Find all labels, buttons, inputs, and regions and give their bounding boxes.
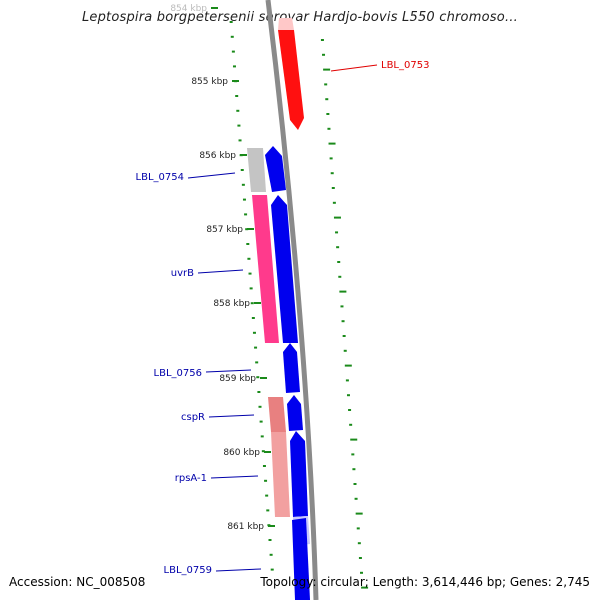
gene-uvrb[interactable] — [252, 195, 279, 343]
gene-forward-1[interactable] — [265, 146, 286, 192]
gene-lbl-0754[interactable] — [247, 148, 266, 192]
tick-label: 858 kbp — [213, 299, 250, 309]
gene-rpsa-1[interactable] — [271, 432, 290, 517]
gene-cspr[interactable] — [268, 397, 286, 432]
gene-lbl-0756[interactable] — [283, 343, 300, 393]
chromosome-backbone — [265, 0, 319, 600]
gene-label[interactable]: LBL_0753 — [381, 60, 429, 71]
gene-label[interactable]: LBL_0754 — [136, 172, 184, 183]
gene-forward-4[interactable] — [290, 431, 308, 517]
map-title: Leptospira borgpetersenii serovar Hardjo… — [81, 10, 519, 25]
genome-stats: Topology: circular; Length: 3,614,446 bp… — [260, 575, 590, 589]
gene-label-leader — [208, 414, 255, 418]
tick-label: 856 kbp — [199, 151, 236, 161]
tick-label: 857 kbp — [206, 225, 243, 235]
gene-label[interactable]: rpsA-1 — [175, 473, 207, 484]
gene-label-leader — [330, 64, 378, 72]
tick-label: 861 kbp — [227, 522, 264, 532]
tick-marks — [211, 7, 369, 589]
gene-label-leader — [197, 269, 244, 274]
gene-label[interactable]: uvrB — [171, 268, 194, 279]
tick-label: 854 kbp — [170, 4, 207, 14]
gene-label-leader — [205, 369, 252, 373]
gene-forward-3[interactable] — [287, 395, 303, 431]
gene-label[interactable]: cspR — [181, 412, 205, 423]
accession-label: Accession: NC_008508 — [9, 575, 146, 589]
gene-lbl-0759[interactable] — [292, 518, 310, 600]
gene-label-leader — [187, 172, 236, 179]
gene-label-leader — [215, 568, 262, 572]
gene-forward-2[interactable] — [271, 195, 298, 343]
gene-label[interactable]: LBL_0756 — [154, 368, 202, 379]
gene-label-leader — [210, 475, 259, 479]
tick-label: 859 kbp — [219, 374, 256, 384]
tick-label: 860 kbp — [223, 448, 260, 458]
gene-lbl-0753[interactable] — [278, 18, 304, 130]
gene-labels: 854 kbp 855 kbp 856 kbp 857 kbp 858 kbp 859 k… — [136, 4, 430, 576]
tick-label: 855 kbp — [191, 77, 228, 87]
gene-label[interactable]: LBL_0759 — [164, 565, 212, 576]
